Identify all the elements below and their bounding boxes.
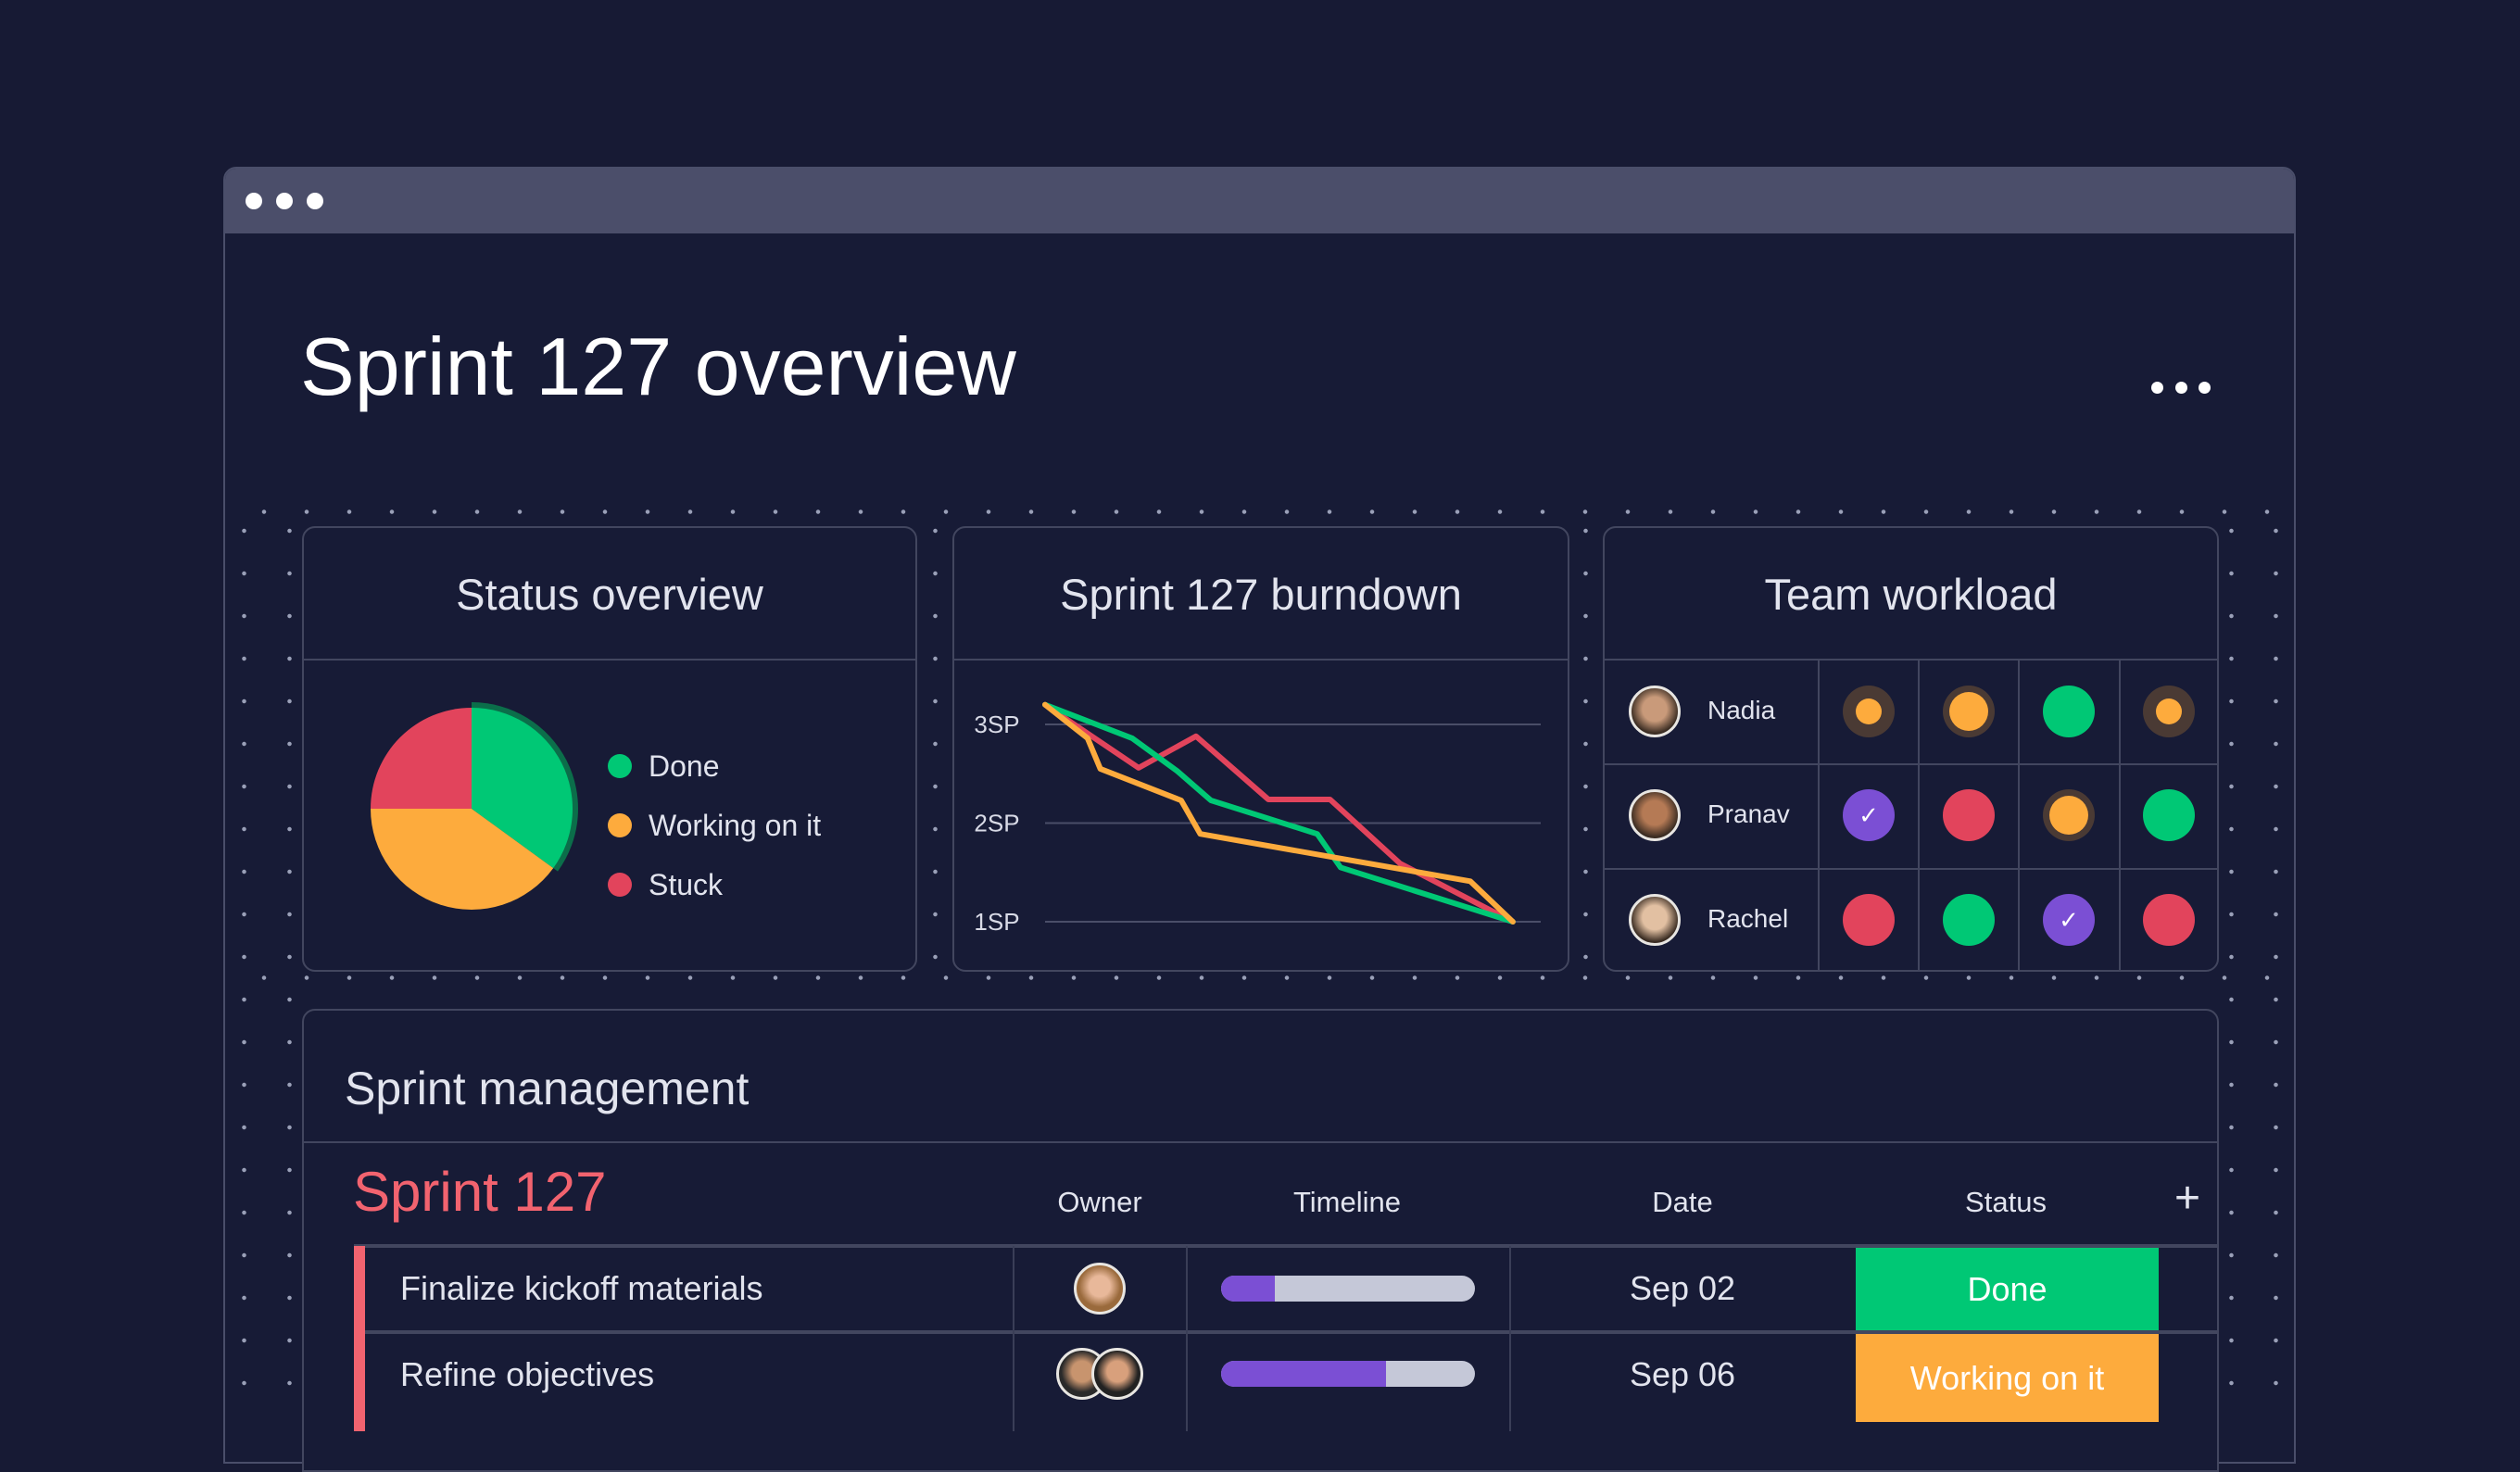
column-divider: [1013, 1246, 1014, 1431]
member-name: Pranav: [1707, 799, 1790, 828]
column-header-date[interactable]: Date: [1652, 1186, 1713, 1218]
legend-label: Done: [649, 749, 720, 783]
widget-title: Status overview: [304, 528, 915, 661]
divider: [354, 1244, 2218, 1248]
column-divider: [1818, 659, 1820, 971]
status-cell[interactable]: Done: [1856, 1248, 2159, 1330]
divider: [354, 1330, 2218, 1334]
date-cell[interactable]: Sep 02: [1629, 1269, 1736, 1307]
window-titlebar: [225, 169, 2294, 233]
member-avatar[interactable]: [1629, 789, 1681, 841]
pie-legend: Done Working on it Stuck: [608, 736, 821, 914]
column-header-owner[interactable]: Owner: [1057, 1186, 1142, 1218]
member-avatar[interactable]: [1629, 894, 1681, 946]
column-header-status[interactable]: Status: [1965, 1186, 2047, 1218]
window-dot-icon[interactable]: [246, 193, 262, 209]
column-divider: [1509, 1246, 1511, 1431]
member-avatar[interactable]: [1629, 686, 1681, 737]
ellipsis-icon[interactable]: [2151, 382, 2211, 396]
widget-title: Sprint management: [345, 1063, 750, 1114]
legend-dot-icon: [608, 813, 632, 837]
pie-slice-working-on-it[interactable]: [371, 809, 554, 910]
window-dot-icon[interactable]: [307, 193, 323, 209]
workload-done-icon[interactable]: [1943, 894, 1995, 946]
timeline-progress: [1221, 1276, 1275, 1302]
column-divider: [2119, 659, 2121, 971]
divider: [304, 1141, 2217, 1143]
divider: [1605, 763, 2218, 765]
grid-dots: [243, 975, 2281, 980]
burndown-line-0: [1042, 701, 1516, 925]
legend-item-done: Done: [608, 736, 821, 796]
divider: [1605, 868, 2218, 870]
page-title: Sprint 127 overview: [300, 321, 1016, 412]
grid-dots: [1583, 510, 1588, 977]
burndown-widget[interactable]: Sprint 127 burndown: [952, 526, 1569, 972]
workload-stuck-icon[interactable]: [1843, 894, 1895, 946]
y-tick-label: 3SP: [974, 711, 1019, 738]
workload-checked-check-icon[interactable]: ✓: [1843, 789, 1895, 841]
team-workload-widget[interactable]: Team workload: [1603, 526, 2219, 972]
add-column-button[interactable]: +: [2174, 1174, 2201, 1223]
member-name: Nadia: [1707, 696, 1776, 724]
legend-item-working: Working on it: [608, 796, 821, 855]
y-tick-label: 1SP: [974, 908, 1019, 936]
owner-avatar[interactable]: [1074, 1263, 1126, 1315]
status-cell[interactable]: Working on it: [1856, 1334, 2159, 1422]
task-name[interactable]: Refine objectives: [400, 1355, 655, 1393]
workload-done-icon[interactable]: [2043, 686, 2095, 737]
burndown-line-2: [1042, 701, 1516, 925]
workload-working-icon[interactable]: [1856, 698, 1882, 724]
group-title[interactable]: Sprint 127: [353, 1161, 607, 1223]
column-divider: [1918, 659, 1920, 971]
legend-label: Stuck: [649, 867, 724, 901]
status-overview-widget[interactable]: Status overview Done Working on it Stuck: [302, 526, 917, 972]
legend-label: Working on it: [649, 808, 822, 842]
date-cell[interactable]: Sep 06: [1629, 1355, 1736, 1393]
workload-working-icon[interactable]: [2049, 796, 2088, 835]
grid-dots: [933, 510, 938, 977]
y-tick-label: 2SP: [974, 810, 1019, 837]
grid-dots: [243, 510, 2281, 514]
legend-dot-icon: [608, 754, 632, 778]
column-divider: [2018, 659, 2020, 971]
timeline-bar[interactable]: [1221, 1276, 1475, 1302]
timeline-progress: [1221, 1361, 1387, 1387]
pie-slice-stuck[interactable]: [371, 708, 472, 809]
widget-title: Team workload: [1605, 528, 2217, 661]
workload-working-icon[interactable]: [1949, 692, 1988, 731]
column-header-timeline[interactable]: Timeline: [1293, 1186, 1401, 1218]
grid-dots: [242, 510, 246, 1417]
owner-avatar[interactable]: [1091, 1348, 1143, 1400]
column-divider: [1186, 1246, 1188, 1431]
workload-stuck-icon[interactable]: [2143, 894, 2195, 946]
grid-dots: [287, 510, 292, 1417]
burndown-chart: 1SP 2SP 3SP: [974, 701, 1541, 936]
widget-title: Sprint 127 burndown: [954, 528, 1568, 661]
workload-checked-check-icon[interactable]: ✓: [2043, 894, 2095, 946]
task-name[interactable]: Finalize kickoff materials: [400, 1269, 763, 1307]
member-name: Rachel: [1707, 904, 1789, 933]
legend-item-stuck: Stuck: [608, 855, 821, 914]
group-color-bar: [354, 1246, 365, 1431]
workload-working-icon[interactable]: [2156, 698, 2182, 724]
grid-dots: [2274, 510, 2278, 1417]
workload-done-icon[interactable]: [2143, 789, 2195, 841]
timeline-bar[interactable]: [1221, 1361, 1475, 1387]
grid-dots: [2229, 510, 2234, 1417]
workload-stuck-icon[interactable]: [1943, 789, 1995, 841]
window-dot-icon[interactable]: [276, 193, 293, 209]
burndown-line-1: [1042, 701, 1516, 925]
status-pie-chart: [371, 702, 578, 910]
pie-slice-done[interactable]: [472, 708, 573, 869]
legend-dot-icon: [608, 873, 632, 897]
